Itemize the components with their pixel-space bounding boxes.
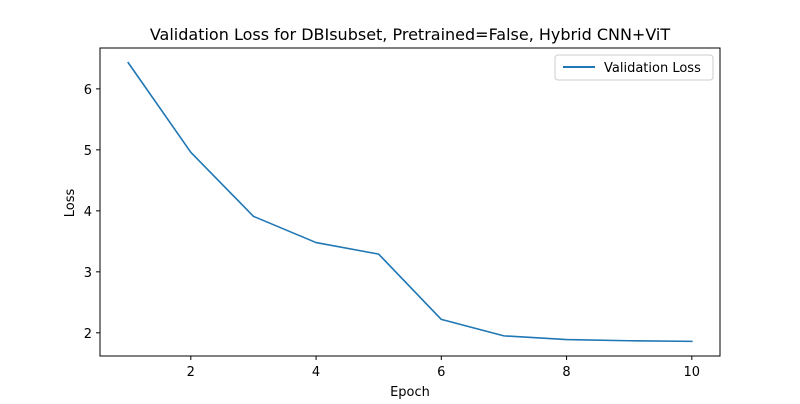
plot-frame (99, 47, 721, 357)
y-tick-label: 3 (84, 266, 92, 281)
y-tick-label: 4 (84, 205, 92, 220)
y-tick-label: 2 (84, 327, 92, 342)
legend: Validation Loss (554, 54, 714, 81)
x-axis-label: Epoch (390, 385, 430, 400)
axis-ticks: 2 4 6 8 10 2 3 4 5 6 (84, 83, 700, 380)
chart-title: Validation Loss for DBIsubset, Pretraine… (150, 25, 671, 44)
y-axis-label: Loss (63, 189, 78, 218)
x-tick-label: 10 (684, 365, 701, 380)
x-tick-label: 2 (187, 365, 195, 380)
x-tick-label: 6 (437, 365, 445, 380)
y-tick-label: 6 (84, 83, 92, 98)
series-line-validation-loss (127, 61, 693, 343)
legend-box (554, 54, 714, 81)
legend-label: Validation Loss (604, 61, 701, 76)
plot-lines (127, 61, 693, 343)
x-tick-label: 4 (312, 365, 320, 380)
x-tick-label: 8 (562, 365, 570, 380)
y-tick-label: 5 (84, 144, 92, 159)
